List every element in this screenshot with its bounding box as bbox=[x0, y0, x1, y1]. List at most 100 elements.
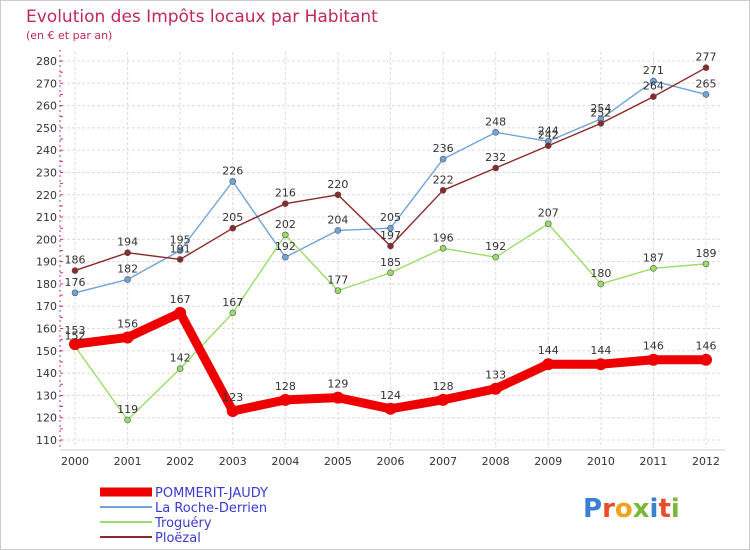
point-pommerit-jaudy bbox=[437, 393, 450, 406]
y-tick-label: 240 bbox=[36, 144, 57, 157]
data-label-ploezal: 242 bbox=[538, 129, 559, 142]
point-la-roche-derrien bbox=[492, 129, 499, 136]
data-label-pommerit-jaudy: 153 bbox=[65, 324, 86, 337]
data-label-troguery: 152 bbox=[65, 329, 86, 342]
point-ploezal bbox=[334, 191, 342, 199]
logo-letter: r bbox=[602, 494, 615, 524]
y-tick-label: 250 bbox=[36, 122, 57, 135]
point-pommerit-jaudy bbox=[594, 358, 607, 371]
point-troguery bbox=[597, 280, 605, 288]
data-label-ploezal: 252 bbox=[590, 106, 611, 119]
data-label-ploezal: 222 bbox=[433, 173, 454, 186]
data-label-troguery: 142 bbox=[170, 352, 191, 365]
data-label-pommerit-jaudy: 146 bbox=[696, 340, 717, 353]
data-label-la-roche-derrien: 248 bbox=[485, 115, 506, 128]
legend-label: Ploëzal bbox=[155, 531, 201, 546]
y-tick-label: 110 bbox=[36, 434, 57, 447]
logo-letter: x bbox=[633, 494, 650, 524]
data-label-troguery: 187 bbox=[643, 251, 664, 264]
data-label-troguery: 177 bbox=[327, 274, 348, 287]
data-label-troguery: 185 bbox=[380, 256, 401, 269]
point-ploezal bbox=[439, 187, 447, 194]
x-tick-label: 2006 bbox=[377, 455, 405, 468]
x-tick-label: 2007 bbox=[429, 455, 457, 468]
point-pommerit-jaudy bbox=[384, 402, 397, 415]
x-tick-label: 2004 bbox=[271, 455, 299, 468]
point-pommerit-jaudy bbox=[121, 331, 134, 344]
point-ploezal bbox=[229, 224, 237, 232]
data-label-pommerit-jaudy: 146 bbox=[643, 340, 664, 353]
point-ploezal bbox=[387, 242, 394, 250]
y-axis: 110 120 130 140 150 160 170 180 190 200 210 220 230 2… bbox=[36, 50, 63, 450]
data-label-pommerit-jaudy: 133 bbox=[485, 369, 506, 382]
x-tick-label: 2000 bbox=[61, 455, 89, 468]
point-troguery bbox=[387, 269, 394, 277]
y-tick-label: 280 bbox=[36, 55, 57, 68]
point-pommerit-jaudy bbox=[331, 391, 344, 404]
point-troguery bbox=[334, 287, 342, 294]
x-tick-label: 2002 bbox=[166, 455, 194, 468]
x-tick-label: 2005 bbox=[324, 455, 352, 468]
data-label-ploezal: 186 bbox=[65, 254, 86, 267]
x-tick-label: 2003 bbox=[219, 455, 247, 468]
data-label-troguery: 196 bbox=[433, 231, 454, 244]
data-label-la-roche-derrien: 192 bbox=[275, 240, 296, 253]
data-label-troguery: 167 bbox=[222, 296, 243, 309]
data-label-la-roche-derrien: 176 bbox=[65, 276, 86, 289]
logo-text: Proxiti bbox=[583, 494, 680, 524]
chart-title: Evolution des Impôts locaux par Habitant bbox=[26, 7, 378, 27]
data-label-ploezal: 232 bbox=[485, 151, 506, 164]
data-label-pommerit-jaudy: 128 bbox=[275, 380, 296, 393]
y-tick-label: 200 bbox=[36, 233, 57, 246]
y-tick-label: 210 bbox=[36, 211, 57, 224]
data-label-la-roche-derrien: 204 bbox=[327, 213, 348, 226]
y-tick-label: 130 bbox=[36, 389, 57, 402]
data-label-pommerit-jaudy: 129 bbox=[327, 378, 348, 391]
data-label-troguery: 207 bbox=[538, 207, 559, 220]
point-pommerit-jaudy bbox=[647, 353, 660, 366]
y-tick-label: 220 bbox=[36, 189, 57, 202]
logo-letter: i bbox=[650, 494, 659, 524]
y-tick-label: 150 bbox=[36, 345, 57, 358]
y-tick-label: 180 bbox=[36, 278, 57, 291]
data-label-ploezal: 277 bbox=[696, 51, 717, 64]
point-ploezal bbox=[176, 256, 184, 263]
data-label-troguery: 202 bbox=[275, 218, 296, 231]
point-pommerit-jaudy bbox=[489, 382, 502, 395]
data-label-la-roche-derrien: 254 bbox=[590, 102, 611, 115]
point-la-roche-derrien bbox=[71, 289, 79, 297]
point-la-roche-derrien bbox=[124, 276, 131, 283]
point-pommerit-jaudy bbox=[700, 353, 712, 366]
legend-label: POMMERIT-JAUDY bbox=[155, 486, 268, 501]
data-label-ploezal: 216 bbox=[275, 187, 296, 200]
data-label-ploezal: 205 bbox=[222, 211, 243, 224]
point-ploezal bbox=[492, 164, 499, 172]
data-label-troguery: 189 bbox=[696, 247, 717, 260]
point-la-roche-derrien bbox=[334, 227, 342, 234]
x-axis: 2000 2001 2002 2003 2004 2005 2006 2007 2008 2009… bbox=[60, 449, 725, 468]
point-la-roche-derrien bbox=[702, 91, 710, 98]
data-label-ploezal: 197 bbox=[380, 229, 401, 242]
data-label-pommerit-jaudy: 144 bbox=[590, 344, 611, 357]
data-label-la-roche-derrien: 205 bbox=[380, 211, 401, 224]
data-label-troguery: 192 bbox=[485, 240, 506, 253]
point-ploezal bbox=[71, 267, 79, 274]
data-label-pommerit-jaudy: 124 bbox=[380, 389, 401, 402]
data-label-ploezal: 194 bbox=[117, 236, 138, 249]
point-troguery bbox=[650, 265, 657, 272]
logo-letter: o bbox=[615, 494, 633, 524]
y-tick-label: 170 bbox=[36, 300, 57, 313]
data-label-pommerit-jaudy: 123 bbox=[222, 391, 243, 404]
point-ploezal bbox=[282, 200, 289, 207]
point-pommerit-jaudy bbox=[279, 393, 292, 406]
point-la-roche-derrien bbox=[650, 77, 657, 85]
x-tick-label: 2008 bbox=[482, 455, 510, 468]
point-troguery bbox=[282, 231, 289, 239]
point-troguery bbox=[544, 220, 552, 228]
data-label-la-roche-derrien: 244 bbox=[538, 124, 559, 137]
point-ploezal bbox=[650, 93, 657, 100]
point-troguery bbox=[492, 253, 499, 261]
data-label-troguery: 180 bbox=[590, 267, 611, 280]
point-pommerit-jaudy bbox=[542, 358, 555, 371]
